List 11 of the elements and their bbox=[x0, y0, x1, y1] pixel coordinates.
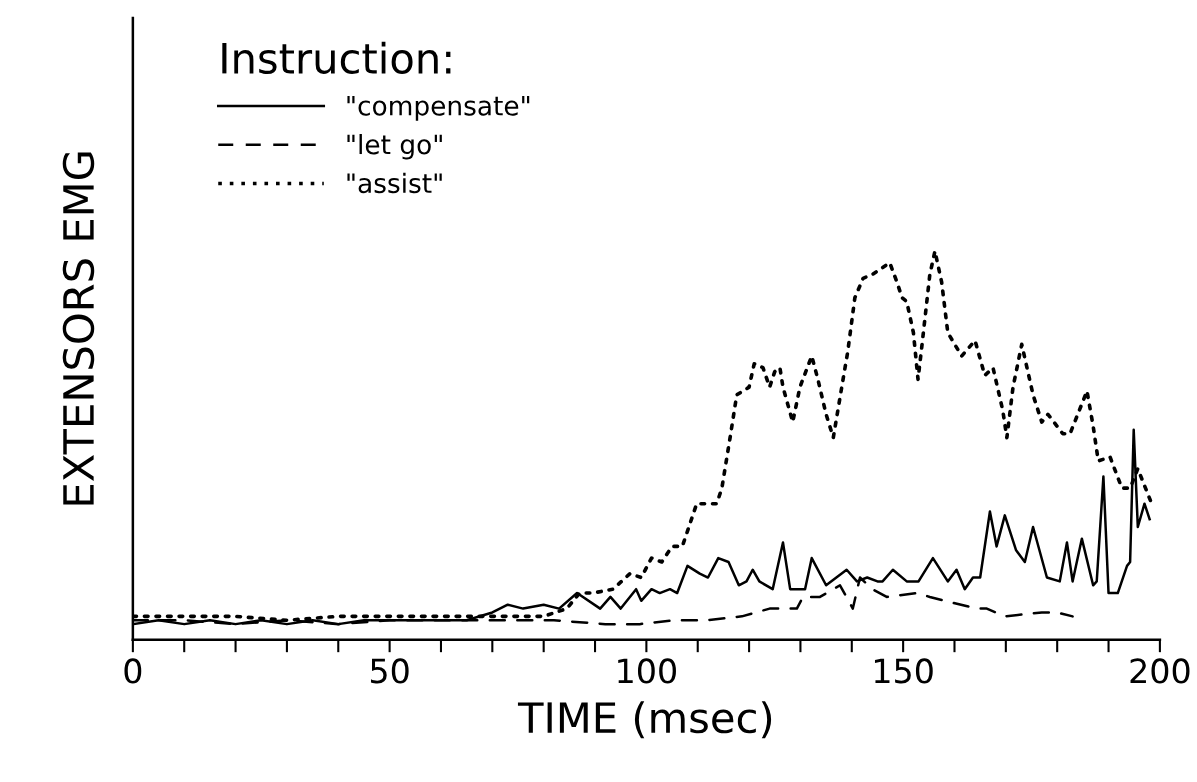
x-tick-label: 50 bbox=[370, 658, 409, 684]
legend-label: "let go" bbox=[347, 133, 442, 160]
legend-label: "assist" bbox=[347, 172, 442, 194]
legend-label: "compensate" bbox=[347, 96, 530, 121]
legend-title: Instruction: bbox=[222, 41, 451, 74]
x-axis-title: TIME (msec) bbox=[517, 701, 772, 739]
x-tick-label: 100 bbox=[618, 658, 676, 684]
x-tick-label: 150 bbox=[874, 658, 933, 684]
y-axis-title: EXTENSORS EMG bbox=[62, 152, 95, 505]
x-tick-label: 0 bbox=[124, 658, 142, 684]
x-tick-label: 200 bbox=[1130, 658, 1190, 684]
